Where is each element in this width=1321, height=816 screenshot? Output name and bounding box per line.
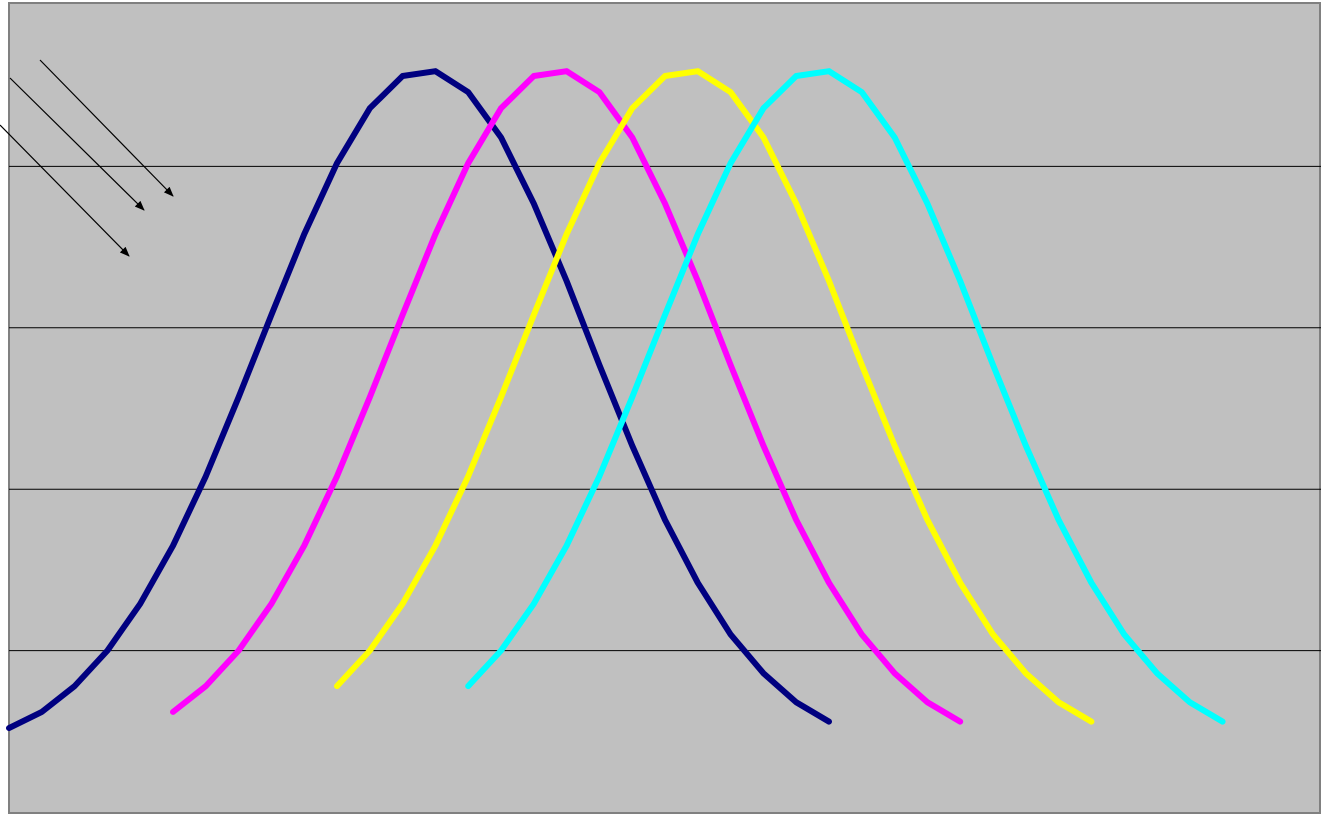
plot-area	[8, 2, 1321, 814]
arrow	[39, 59, 174, 197]
series-line	[465, 68, 1226, 725]
series-line	[334, 68, 1095, 725]
series-line	[6, 68, 832, 732]
arrow	[0, 124, 130, 257]
series-line	[170, 68, 964, 725]
arrows	[0, 59, 174, 257]
grid	[9, 165, 1321, 652]
lines	[6, 68, 1226, 732]
arrow	[9, 77, 145, 211]
